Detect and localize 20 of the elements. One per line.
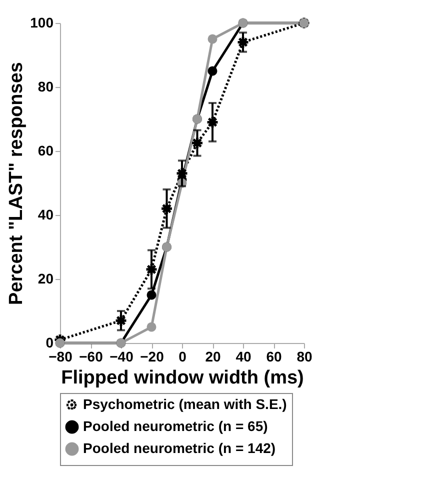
y-tick-label: 60 [38, 142, 54, 158]
x-tick-label: 40 [236, 348, 252, 364]
legend-label: Pooled neurometric (n = 65) [83, 418, 268, 434]
x-tick-label: −20 [140, 348, 164, 364]
x-tick-label: −60 [79, 348, 104, 364]
x-tick-label: −40 [110, 348, 134, 364]
x-tick-label: −80 [48, 348, 73, 364]
y-tick-label: 0 [46, 334, 54, 350]
x-tick-label: 20 [205, 348, 221, 364]
x-tick-label: 60 [266, 348, 282, 364]
y-tick-label: 80 [38, 78, 54, 94]
y-axis-title: Percent "LAST" responses [6, 62, 28, 305]
y-tick-label: 20 [38, 270, 54, 286]
legend-label: Psychometric (mean with S.E.) [83, 396, 287, 412]
x-axis-title: Flipped window width (ms) [61, 368, 304, 388]
y-tick-label: 100 [30, 14, 54, 30]
x-tick-label: 0 [178, 348, 187, 364]
y-tick-label: 40 [38, 206, 54, 222]
legend-label: Pooled neurometric (n = 142) [83, 440, 276, 456]
x-tick-label: 80 [296, 348, 312, 364]
